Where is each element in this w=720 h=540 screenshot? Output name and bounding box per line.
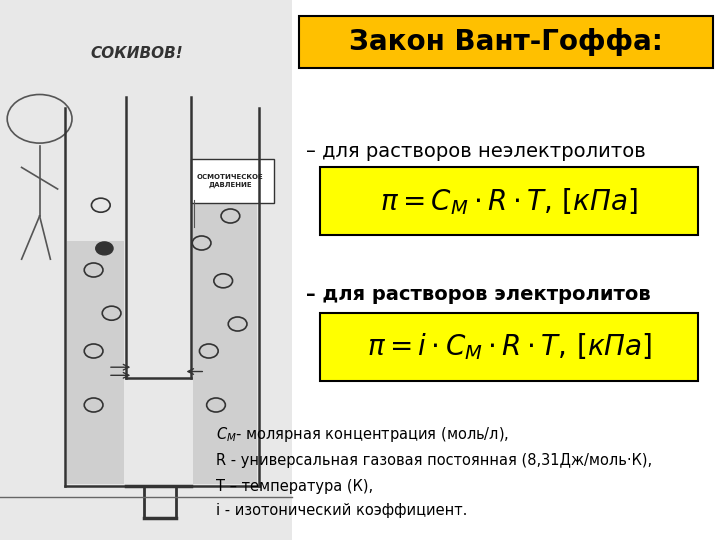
Text: – для растворов электролитов: – для растворов электролитов: [306, 285, 651, 304]
FancyBboxPatch shape: [299, 16, 713, 68]
FancyBboxPatch shape: [320, 167, 698, 235]
Text: $\pi = i \cdot C_{\mathit{M}} \cdot R \cdot T,\,[кПа]$: $\pi = i \cdot C_{\mathit{M}} \cdot R \c…: [366, 332, 652, 362]
FancyBboxPatch shape: [320, 313, 698, 381]
Text: i - изотонический коэффициент.: i - изотонический коэффициент.: [216, 503, 467, 518]
Bar: [0, 0, 292, 540]
Text: ОСМОТИЧЕСКОЕ
ДАВЛЕНИЕ: ОСМОТИЧЕСКОЕ ДАВЛЕНИЕ: [197, 174, 264, 187]
Circle shape: [96, 242, 113, 255]
Bar: [193, 160, 257, 484]
Text: СОКИВОВ!: СОКИВОВ!: [91, 46, 183, 62]
Bar: [67, 241, 124, 484]
FancyBboxPatch shape: [191, 159, 274, 202]
Text: Закон Вант-Гоффа:: Закон Вант-Гоффа:: [349, 28, 662, 56]
Text: $\pi = C_{\mathit{M}} \cdot R \cdot T,\,[кПа]$: $\pi = C_{\mathit{M}} \cdot R \cdot T,\,…: [380, 186, 639, 217]
Text: $C_M$- молярная концентрация (моль/л),: $C_M$- молярная концентрация (моль/л),: [216, 425, 509, 444]
Text: T – температура (К),: T – температура (К),: [216, 478, 373, 494]
Text: – для растворов неэлектролитов: – для растворов неэлектролитов: [306, 141, 646, 161]
Text: R - универсальная газовая постоянная (8,31Дж/моль·К),: R - универсальная газовая постоянная (8,…: [216, 453, 652, 468]
